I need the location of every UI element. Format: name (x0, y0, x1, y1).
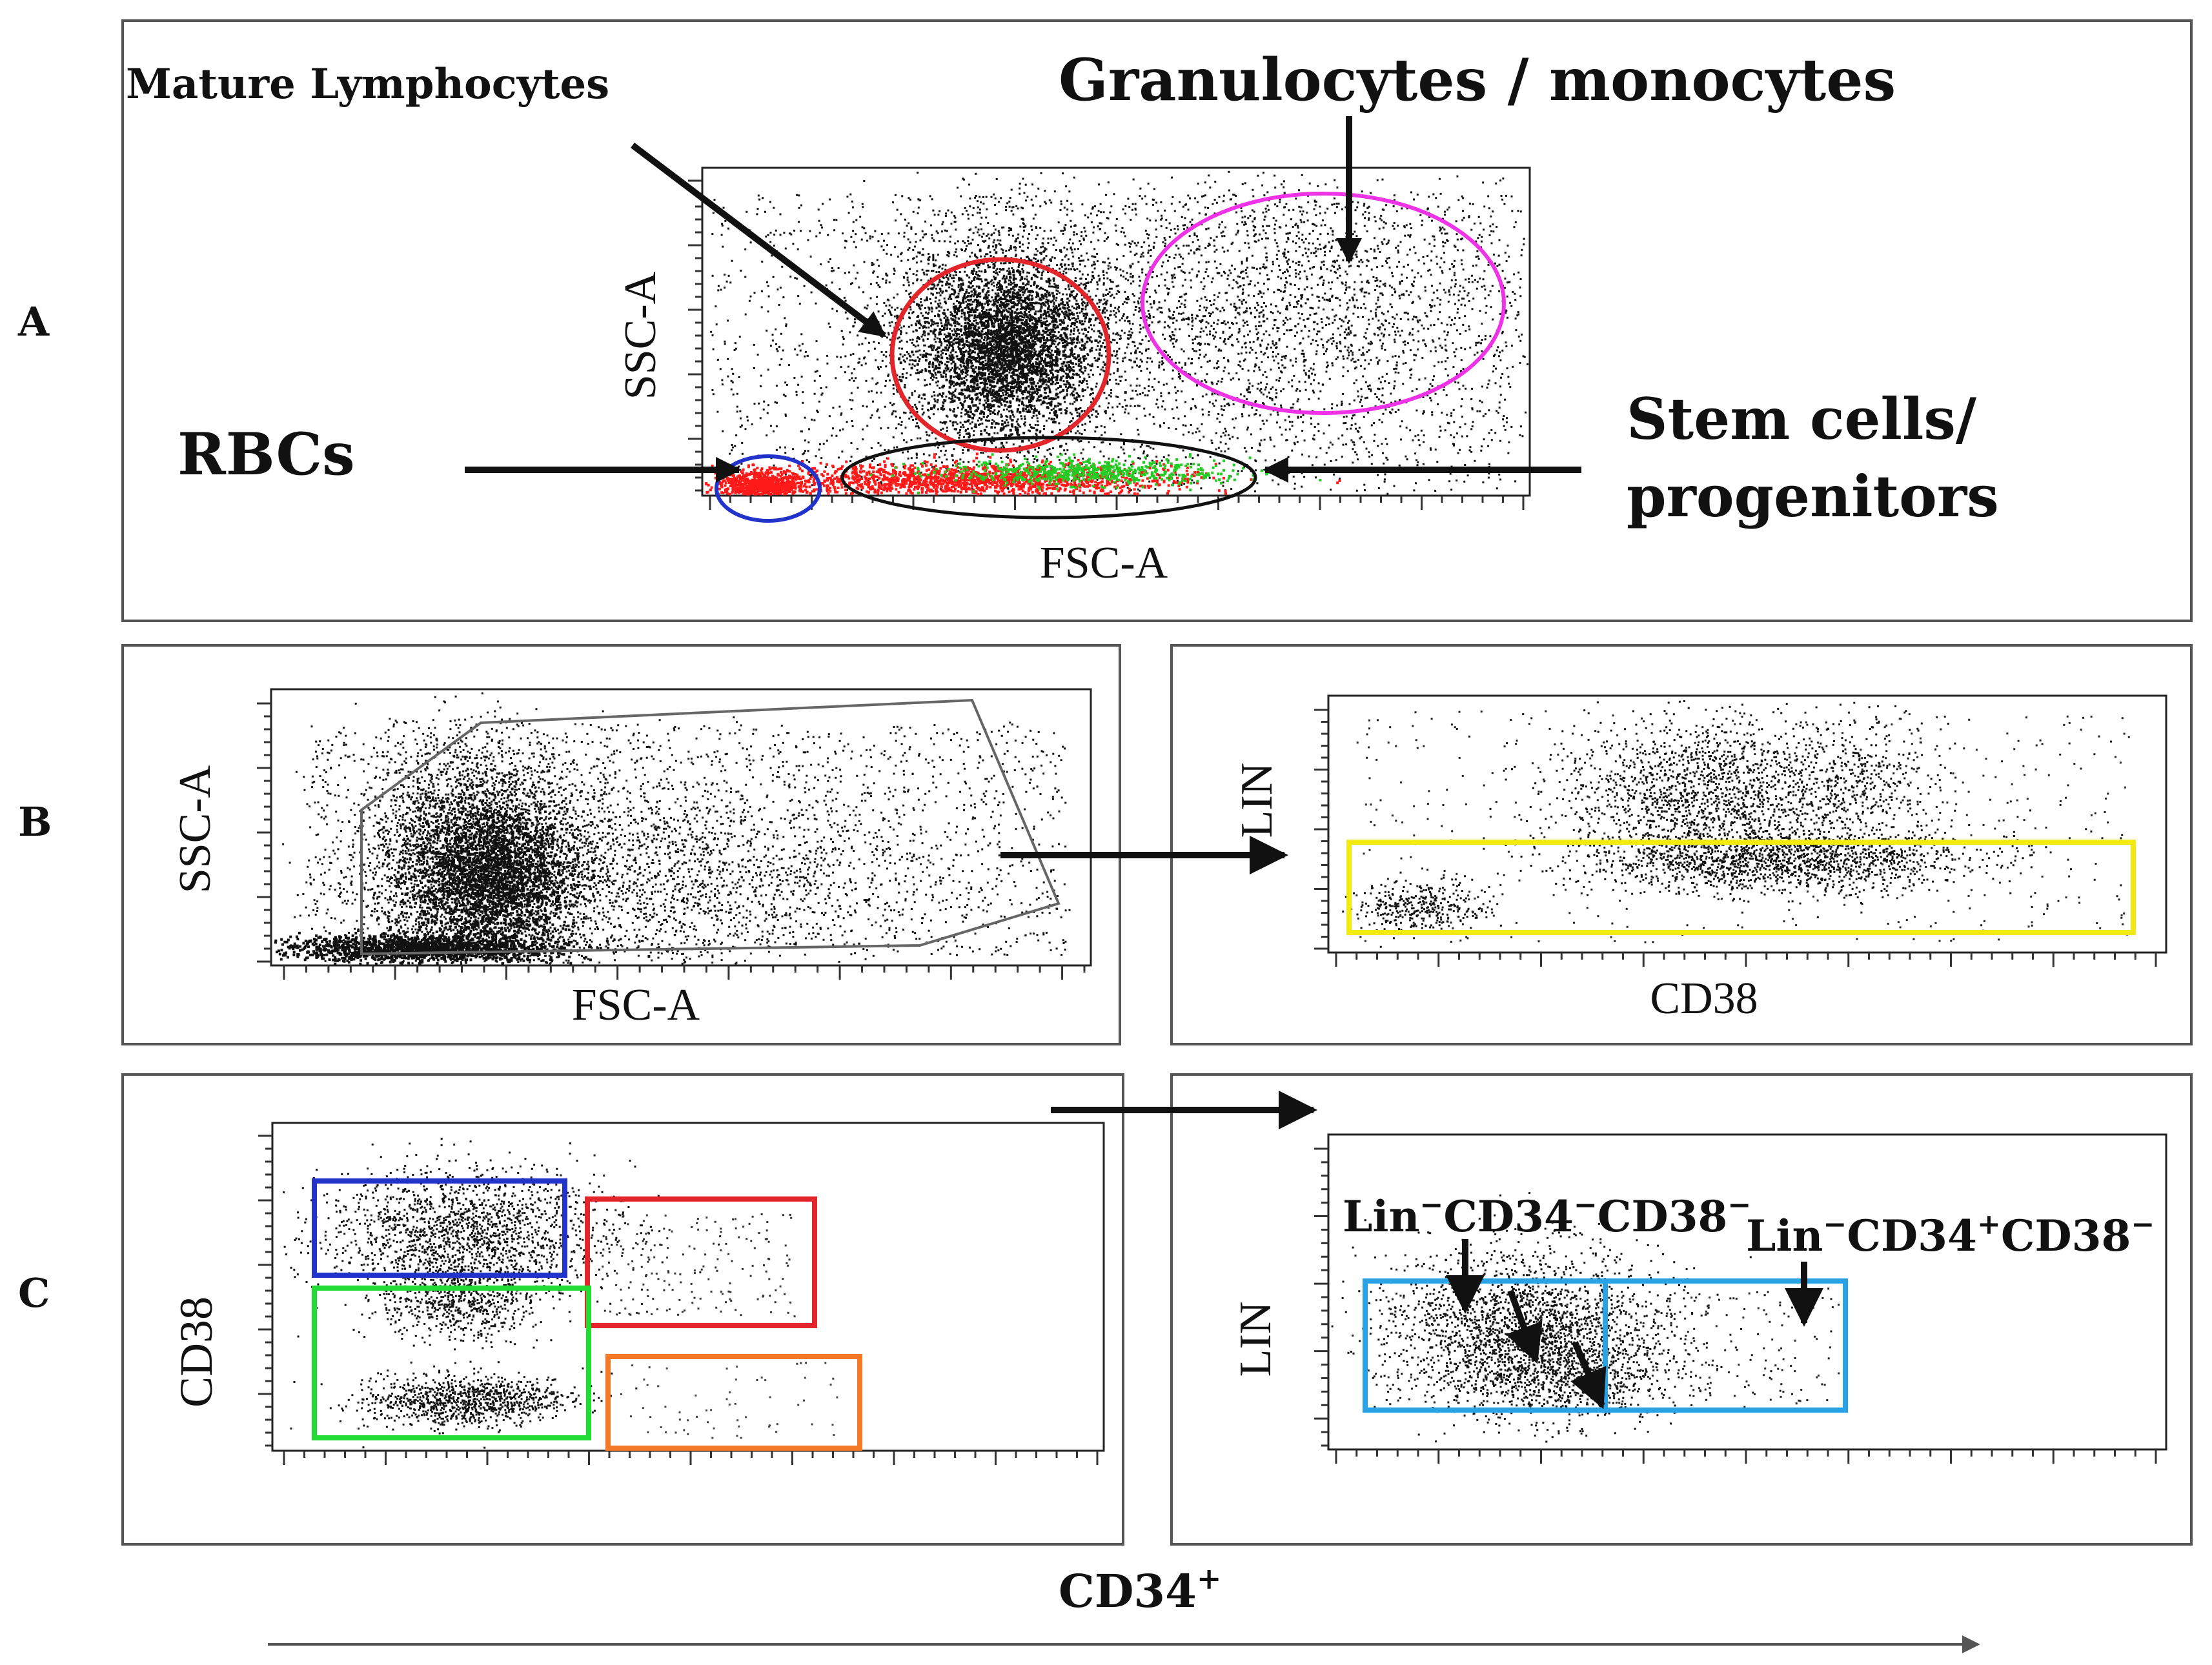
panel-b-left-y-axis-label: SSC-A (170, 765, 220, 893)
cd38-high-cd34-low-gate (312, 1178, 567, 1278)
inner-arrow-2 (1570, 1341, 1607, 1409)
panel-a-plot (701, 166, 1531, 497)
progenitors-label: progenitors (1627, 463, 1999, 530)
scatter-cluster (282, 716, 1071, 965)
panel-c-scatter (283, 1138, 1840, 1449)
neg-lin-sup: − (1419, 1189, 1443, 1222)
panel-b-right-y-axis-label: LIN (1232, 763, 1282, 838)
panel-a-scatter (705, 170, 1529, 496)
mature-lymphocytes-label: Mature Lymphocytes (126, 60, 609, 108)
neg-cd34-text: CD34 (1443, 1191, 1574, 1242)
panel-label-c: C (18, 1269, 50, 1317)
rbc-gate (715, 454, 822, 523)
lin-negative-gate (1346, 840, 2136, 935)
scatter-cluster (344, 1251, 578, 1351)
scatter-cluster (1464, 700, 1941, 934)
panel-a-x-axis-label: FSC-A (1040, 538, 1168, 588)
stem-cells-label: Stem cells/ (1627, 385, 1977, 452)
panel-b-scatter (274, 692, 2130, 965)
pos-cd34-sup: + (1977, 1208, 2001, 1241)
scatter-cluster (869, 453, 1322, 494)
granulocyte-gate (1141, 192, 1506, 415)
panel-a-ticks (688, 179, 1525, 510)
cd38-high-cd34-high-gate (585, 1196, 817, 1328)
pos-cd38-text: CD38 (2001, 1211, 2131, 1261)
scatter-cluster (290, 1360, 638, 1449)
neg-cd34-sup: − (1574, 1189, 1598, 1222)
panel-label-b: B (18, 798, 52, 845)
lymphocyte-gate (889, 257, 1111, 453)
panel-b-left-x-axis-label: FSC-A (572, 980, 700, 1030)
cd38-low-cd34-high-gate (605, 1354, 862, 1451)
pos-cd34-text: CD34 (1847, 1211, 1977, 1261)
panel-c-right-frame (1170, 1073, 2193, 1546)
scatter-cluster (1342, 869, 1502, 948)
cd34-axis-text: CD34 (1059, 1564, 1197, 1618)
scatter-cluster (295, 692, 715, 965)
scatter-cluster (274, 925, 671, 965)
pos-lin-text: Lin (1746, 1211, 1823, 1261)
pos-lin-sup: − (1823, 1208, 1847, 1241)
neg-lin-text: Lin (1343, 1191, 1419, 1242)
scatter-cluster (1380, 1292, 1772, 1443)
scatter-cluster (1331, 1192, 1830, 1443)
panel-c-right-y-axis-label: LIN (1231, 1302, 1281, 1377)
panel-b-left-frame (121, 644, 1121, 1045)
panel-b-right-frame (1170, 644, 2193, 1045)
scatter-cluster (283, 1138, 722, 1373)
fsc-ssc-gate (360, 698, 1060, 956)
panel-b-right-x-axis-label: CD38 (1650, 974, 1758, 1024)
pos-cd38-sup: − (2131, 1208, 2155, 1241)
panel-a-frame (121, 19, 2193, 622)
rbcs-label: RBCs (178, 420, 355, 489)
neg-cd38-text: CD38 (1598, 1191, 1728, 1242)
lin-cd34-positive-cd38-negative-label: Lin−CD34+CD38− (1746, 1208, 2155, 1261)
granulocytes-monocytes-label: Granulocytes / monocytes (1059, 46, 1896, 114)
lin-cd34-positive-gate (1603, 1278, 1848, 1413)
panel-a-y-axis-label: SSC-A (616, 271, 665, 399)
lin-cd34-negative-cd38-negative-label: Lin−CD34−CD38− (1343, 1189, 1751, 1242)
lymphocytes-arrow (630, 143, 887, 338)
stem-progenitor-gate (840, 436, 1257, 520)
panel-label-a: A (17, 298, 50, 345)
panel-b-ticks (257, 702, 2157, 980)
scatter-background (602, 1213, 796, 1318)
inner-arrow-1 (1506, 1289, 1543, 1364)
cd38-low-cd34-low-gate (312, 1286, 591, 1440)
scatter-cluster (705, 452, 1341, 496)
scatter-cluster (896, 228, 1137, 469)
cd34-axis-sup: + (1197, 1561, 1222, 1596)
scatter-cluster (360, 761, 622, 965)
neg-cd38-sup: − (1727, 1189, 1751, 1222)
panel-c-ticks (258, 1135, 2157, 1465)
panel-c-left-y-axis-label: CD38 (170, 1297, 222, 1408)
panel-c-left-frame (121, 1073, 1124, 1546)
cd34-axis-label: CD34+ (1059, 1561, 1221, 1618)
